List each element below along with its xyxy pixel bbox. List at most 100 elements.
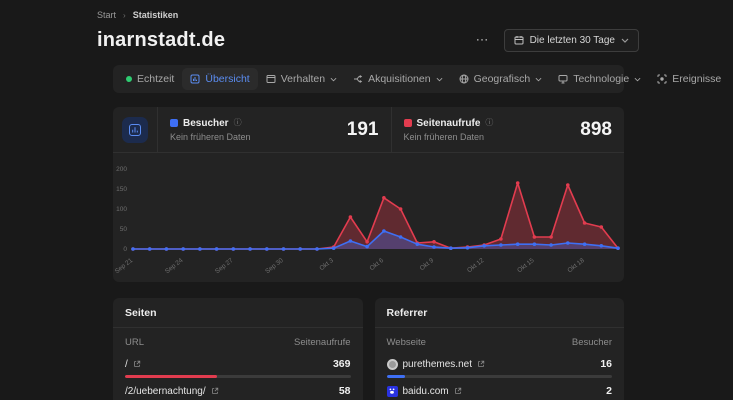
more-options-button[interactable]: ⋯ xyxy=(475,32,490,47)
favicon-baidu xyxy=(386,385,398,397)
table-row: purethemes.net 16 xyxy=(375,351,625,378)
seitenaufrufe-note: Kein früheren Daten xyxy=(403,131,485,142)
svg-text:Okt 12: Okt 12 xyxy=(466,257,486,275)
stats-row: Besucher ⓘ Kein früheren Daten 191 Seite… xyxy=(113,107,624,153)
seitenaufrufe-value: 898 xyxy=(580,118,612,140)
chevron-down-icon xyxy=(634,77,641,82)
chevron-down-icon xyxy=(535,77,542,82)
tab-verhalten[interactable]: Verhalten xyxy=(258,68,345,90)
svg-text:Okt 15: Okt 15 xyxy=(516,257,536,275)
external-link-icon[interactable] xyxy=(454,387,462,395)
table-row: /2/uebernachtung/ 58 xyxy=(113,378,363,400)
svg-text:50: 50 xyxy=(120,226,128,233)
overview-card: Besucher ⓘ Kein früheren Daten 191 Seite… xyxy=(113,107,624,282)
chevron-down-icon xyxy=(436,77,443,82)
breadcrumb-separator-icon: › xyxy=(123,10,126,20)
live-dot-icon xyxy=(126,76,132,82)
seitenaufrufe-label: Seitenaufrufe xyxy=(416,117,481,129)
referrer-link[interactable]: baidu.com xyxy=(402,385,449,397)
chevron-down-icon xyxy=(330,77,337,82)
svg-text:Okt 3: Okt 3 xyxy=(318,257,335,272)
tab-technologie[interactable]: Technologie xyxy=(550,68,649,90)
tab-echtzeit-label: Echtzeit xyxy=(137,73,175,85)
chevron-down-icon xyxy=(621,38,629,43)
besucher-legend-swatch xyxy=(170,119,178,127)
svg-text:150: 150 xyxy=(116,186,127,193)
trend-chart: 0 50 100 150 200 Sep 21 Sep 24 Sep 27 Sep 30 Okt … xyxy=(113,153,624,282)
besucher-note: Kein früheren Daten xyxy=(170,131,251,142)
pages-table-card: Seiten URL Seitenaufrufe / 369 xyxy=(113,298,363,400)
column-besucher: Besucher xyxy=(571,337,612,348)
breadcrumb-statistiken[interactable]: Statistiken xyxy=(132,10,179,20)
breadcrumb-start[interactable]: Start xyxy=(97,10,117,20)
date-range-dropdown[interactable]: Die letzten 30 Tage xyxy=(503,28,639,52)
tab-uebersicht[interactable]: Übersicht xyxy=(182,68,258,90)
tab-echtzeit[interactable]: Echtzeit xyxy=(118,68,182,90)
analytics-icon-cell xyxy=(113,107,158,152)
date-range-label: Die letzten 30 Tage xyxy=(529,34,615,46)
page-url-link[interactable]: / xyxy=(125,358,128,370)
page-url-link[interactable]: /2/uebernachtung/ xyxy=(125,385,206,397)
external-link-icon[interactable] xyxy=(133,360,141,368)
progress-bar xyxy=(386,375,612,378)
tab-geografisch[interactable]: Geografisch xyxy=(451,68,551,90)
globe-icon xyxy=(459,74,469,84)
stats-nav-bar: Echtzeit Übersicht Verhalten Akquisiti xyxy=(113,65,721,93)
page-title: inarnstadt.de xyxy=(97,28,226,51)
svg-text:Sep 21: Sep 21 xyxy=(115,257,135,275)
tab-technologie-label: Technologie xyxy=(573,73,630,85)
info-icon[interactable]: ⓘ xyxy=(485,118,494,127)
column-seitenaufrufe: Seitenaufrufe xyxy=(293,337,351,348)
overview-grid-icon xyxy=(190,74,200,84)
svg-text:Okt 6: Okt 6 xyxy=(369,257,386,272)
table-row: baidu.com 2 xyxy=(375,378,625,400)
besucher-value: 191 xyxy=(346,118,379,140)
breadcrumb: Start › Statistiken xyxy=(97,10,625,20)
trend-chart-svg: 0 50 100 150 200 Sep 21 Sep 24 Sep 27 Sep 30 Okt … xyxy=(114,166,620,275)
stat-seitenaufrufe: Seitenaufrufe ⓘ Kein früheren Daten 898 xyxy=(390,107,625,152)
page-views-value: 369 xyxy=(332,358,351,370)
stat-besucher: Besucher ⓘ Kein früheren Daten 191 xyxy=(158,107,391,152)
svg-text:Okt 18: Okt 18 xyxy=(566,257,586,275)
column-url: URL xyxy=(125,337,145,348)
calendar-icon xyxy=(514,35,524,45)
column-webseite: Webseite xyxy=(386,337,426,348)
svg-text:Sep 24: Sep 24 xyxy=(164,257,185,275)
page-views-value: 58 xyxy=(338,385,351,397)
tab-akquisitionen[interactable]: Akquisitionen xyxy=(345,68,450,90)
svg-text:Sep 30: Sep 30 xyxy=(264,257,285,275)
pages-table-header: URL Seitenaufrufe xyxy=(113,328,363,351)
tab-geografisch-label: Geografisch xyxy=(473,73,531,85)
monitor-icon xyxy=(558,74,568,84)
browser-window-icon xyxy=(266,74,276,84)
svg-text:200: 200 xyxy=(116,166,127,173)
referrers-table-title: Referrer xyxy=(374,298,624,328)
tab-verhalten-label: Verhalten xyxy=(280,73,326,85)
pages-table-title: Seiten xyxy=(113,298,363,328)
svg-text:100: 100 xyxy=(116,206,127,213)
svg-text:Sep 27: Sep 27 xyxy=(214,257,235,275)
branch-arrows-icon xyxy=(353,74,363,84)
table-row: / 369 xyxy=(113,351,363,378)
referrers-table-header: Webseite Besucher xyxy=(375,328,625,351)
svg-text:Okt 9: Okt 9 xyxy=(419,257,436,272)
info-icon[interactable]: ⓘ xyxy=(233,118,242,127)
seitenaufrufe-legend-swatch xyxy=(403,119,412,127)
tab-akquisitionen-label: Akquisitionen xyxy=(368,73,431,85)
referrer-visitors-value: 2 xyxy=(606,385,612,397)
tab-ereignisse[interactable]: Ereignisse xyxy=(649,68,729,90)
favicon-purethemes xyxy=(386,358,398,370)
external-link-icon[interactable] xyxy=(477,360,485,368)
target-icon xyxy=(657,74,667,84)
progress-bar xyxy=(125,375,351,378)
analytics-icon xyxy=(122,116,148,143)
tab-ereignisse-label: Ereignisse xyxy=(672,73,722,85)
referrers-table-card: Referrer Webseite Besucher purethemes.ne… xyxy=(374,298,625,400)
besucher-label: Besucher xyxy=(183,117,229,129)
referrer-visitors-value: 16 xyxy=(600,358,612,370)
external-link-icon[interactable] xyxy=(211,387,219,395)
tab-uebersicht-label: Übersicht xyxy=(205,73,250,85)
referrer-link[interactable]: purethemes.net xyxy=(402,358,473,370)
svg-text:0: 0 xyxy=(123,246,127,253)
